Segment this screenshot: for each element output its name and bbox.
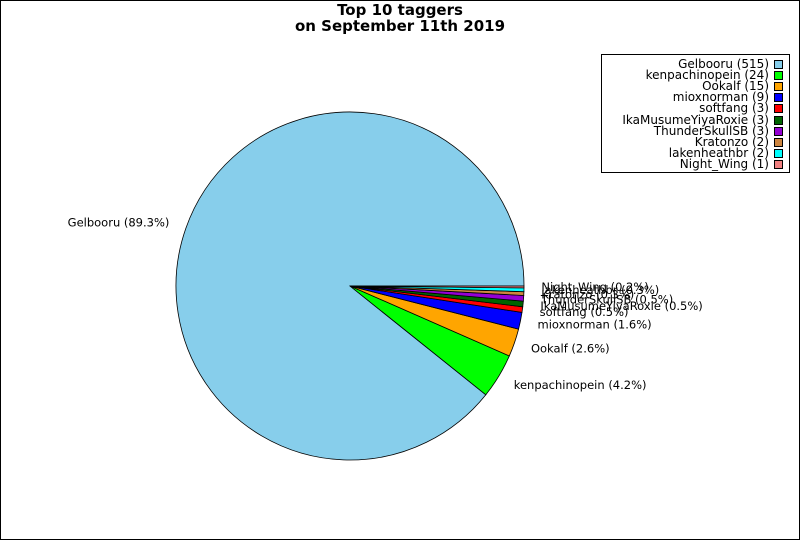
- slice-label-ookalf: Ookalf (2.6%): [531, 341, 610, 355]
- legend-label: mioxnorman (9): [672, 90, 769, 105]
- slice-label-night-wing: Night_Wing (0.2%): [541, 280, 648, 294]
- chart-title: Top 10 taggers on September 11th 2019: [0, 2, 800, 34]
- legend-entry: softfang (3): [602, 101, 783, 116]
- legend-swatch: [774, 93, 783, 103]
- legend-entry: Ookalf (15): [602, 79, 783, 94]
- legend-swatch: [774, 126, 783, 136]
- legend-label: kenpachinopein (24): [645, 68, 769, 83]
- legend-swatch: [774, 104, 783, 114]
- legend-label: lakenheathbr (2): [668, 145, 769, 160]
- legend: Gelbooru (515) kenpachinopein (24) Ookalf …: [601, 54, 790, 173]
- legend-swatch: [774, 148, 783, 158]
- legend-swatch: [774, 82, 783, 92]
- legend-label: Kratonzo (2): [694, 134, 769, 149]
- legend-swatch: [774, 159, 783, 169]
- legend-label: Ookalf (15): [702, 79, 769, 94]
- legend-entry: ThunderSkullSB (3): [602, 123, 783, 138]
- legend-swatch: [774, 71, 783, 81]
- slice-label-thunderskullsb: ThunderSkullSB (0.5%): [540, 293, 673, 307]
- chart-title-line2: on September 11th 2019: [294, 17, 506, 35]
- slice-label-kratonzo: Kratonzo (0.3%): [541, 287, 634, 301]
- legend-entry: lakenheathbr (2): [602, 145, 783, 160]
- legend-swatch: [774, 60, 783, 70]
- slice-label-ikamusumeyiyaroxie: IkaMusumeYiyaRoxie (0.5%): [540, 299, 702, 313]
- legend-swatch: [774, 137, 783, 147]
- legend-label: ThunderSkullSB (3): [653, 123, 769, 138]
- legend-entry: kenpachinopein (24): [602, 68, 783, 83]
- legend-entry: Gelbooru (515): [602, 57, 783, 72]
- legend-label: IkaMusumeYiyaRoxie (3): [622, 112, 769, 127]
- slice-label-mioxnorman: mioxnorman (1.6%): [538, 317, 652, 331]
- slice-label-kenpachinopein: kenpachinopein (4.2%): [514, 378, 647, 392]
- legend-label: Gelbooru (515): [678, 57, 769, 72]
- legend-swatch: [774, 115, 783, 125]
- legend-entry: Kratonzo (2): [602, 134, 783, 149]
- slice-label-gelbooru: Gelbooru (89.3%): [68, 216, 170, 230]
- chart-title-line1: Top 10 taggers: [337, 1, 463, 19]
- pie-slice-night-wing: [349, 285, 525, 289]
- slice-label-lakenheathbr: lakenheathbr (0.3%): [541, 283, 659, 297]
- legend-label: softfang (3): [699, 101, 769, 116]
- legend-entry: Night_Wing (1): [602, 156, 783, 171]
- legend-entry: IkaMusumeYiyaRoxie (3): [602, 112, 783, 127]
- legend-entry: mioxnorman (9): [602, 90, 783, 105]
- legend-label: Night_Wing (1): [679, 156, 769, 171]
- slice-label-softfang: softfang (0.5%): [540, 305, 629, 319]
